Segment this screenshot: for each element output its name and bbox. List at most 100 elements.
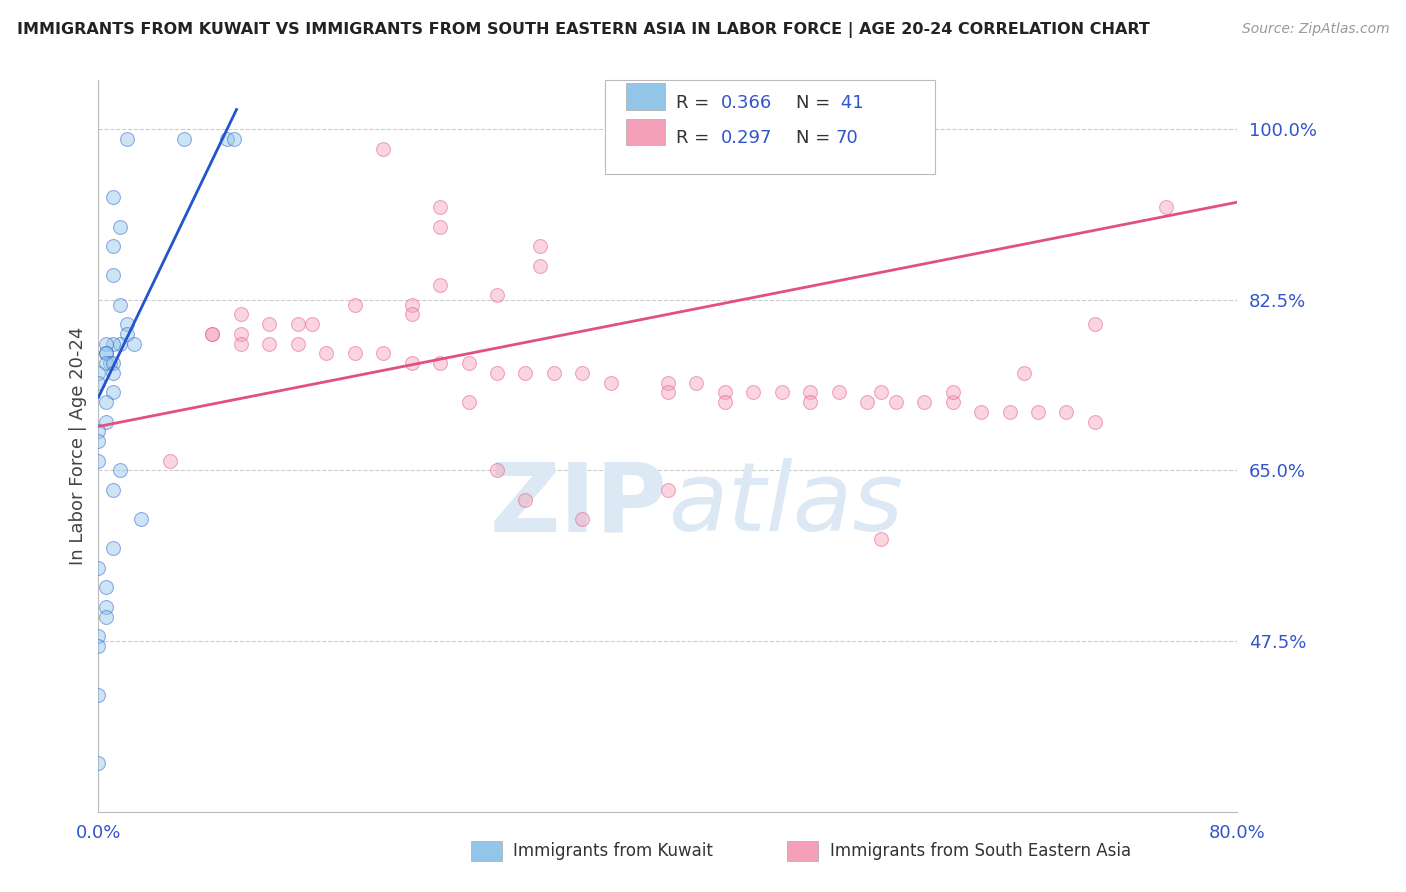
Point: [486, 288, 509, 302]
Point: [1154, 200, 1177, 214]
Point: [373, 142, 395, 156]
Point: [799, 395, 821, 409]
Point: [401, 307, 423, 321]
Point: [94, 415, 117, 429]
Point: [770, 385, 793, 400]
Point: [1056, 405, 1078, 419]
Point: [457, 356, 479, 370]
Point: [657, 483, 679, 497]
Point: [98, 356, 121, 370]
Point: [101, 541, 124, 556]
Point: [315, 346, 337, 360]
Point: [115, 326, 138, 341]
Point: [101, 336, 124, 351]
Point: [229, 326, 252, 341]
Point: [856, 395, 879, 409]
Point: [657, 385, 679, 400]
Point: [373, 346, 395, 360]
Point: [201, 326, 224, 341]
Point: [401, 297, 423, 311]
Point: [159, 453, 181, 467]
Point: [287, 317, 309, 331]
Point: [714, 395, 737, 409]
Point: [529, 259, 551, 273]
Text: 41: 41: [835, 94, 863, 112]
Point: [343, 346, 366, 360]
Point: [571, 366, 593, 380]
Point: [714, 385, 737, 400]
Point: [229, 307, 252, 321]
Point: [429, 200, 451, 214]
Point: [970, 405, 993, 419]
Point: [87, 376, 110, 390]
Text: IMMIGRANTS FROM KUWAIT VS IMMIGRANTS FROM SOUTH EASTERN ASIA IN LABOR FORCE | AG: IMMIGRANTS FROM KUWAIT VS IMMIGRANTS FRO…: [17, 22, 1150, 38]
Text: N =: N =: [796, 94, 835, 112]
Text: Source: ZipAtlas.com: Source: ZipAtlas.com: [1241, 22, 1389, 37]
Point: [94, 346, 117, 360]
Point: [401, 356, 423, 370]
Point: [108, 336, 131, 351]
Point: [685, 376, 707, 390]
Point: [87, 629, 110, 643]
Point: [429, 278, 451, 293]
Point: [259, 317, 281, 331]
Point: [101, 385, 124, 400]
Point: [543, 366, 565, 380]
Point: [101, 356, 124, 370]
Point: [457, 395, 479, 409]
Point: [101, 483, 124, 497]
Point: [998, 405, 1021, 419]
Point: [742, 385, 765, 400]
Point: [108, 219, 131, 234]
Point: [628, 122, 651, 136]
Text: ZIP: ZIP: [489, 458, 668, 551]
Text: Immigrants from Kuwait: Immigrants from Kuwait: [513, 842, 713, 860]
Point: [115, 317, 138, 331]
Point: [94, 356, 117, 370]
Point: [942, 385, 965, 400]
Point: [87, 453, 110, 467]
Point: [942, 395, 965, 409]
Point: [87, 366, 110, 380]
Point: [1084, 415, 1107, 429]
Text: atlas: atlas: [668, 458, 903, 551]
Point: [600, 376, 623, 390]
Point: [870, 385, 893, 400]
Point: [1084, 317, 1107, 331]
Y-axis label: In Labor Force | Age 20-24: In Labor Force | Age 20-24: [69, 326, 87, 566]
Point: [343, 297, 366, 311]
Point: [129, 512, 152, 526]
Point: [94, 609, 117, 624]
Point: [486, 366, 509, 380]
Point: [486, 463, 509, 477]
Point: [201, 326, 224, 341]
Point: [222, 132, 245, 146]
Point: [215, 132, 238, 146]
Point: [94, 346, 117, 360]
Point: [287, 336, 309, 351]
Text: 0.366: 0.366: [721, 94, 772, 112]
Point: [87, 434, 110, 449]
Point: [515, 492, 537, 507]
Point: [87, 756, 110, 770]
Point: [94, 395, 117, 409]
Point: [101, 268, 124, 283]
Point: [912, 395, 935, 409]
Text: 0.297: 0.297: [721, 129, 773, 147]
Point: [1012, 366, 1035, 380]
Point: [108, 297, 131, 311]
Point: [101, 239, 124, 253]
Point: [87, 561, 110, 575]
Point: [94, 336, 117, 351]
Point: [87, 639, 110, 653]
Point: [657, 376, 679, 390]
Point: [571, 512, 593, 526]
Point: [1026, 405, 1049, 419]
Text: R =: R =: [676, 94, 716, 112]
Point: [529, 239, 551, 253]
Point: [259, 336, 281, 351]
Point: [108, 463, 131, 477]
Point: [87, 425, 110, 439]
Point: [429, 219, 451, 234]
Text: R =: R =: [676, 129, 716, 147]
